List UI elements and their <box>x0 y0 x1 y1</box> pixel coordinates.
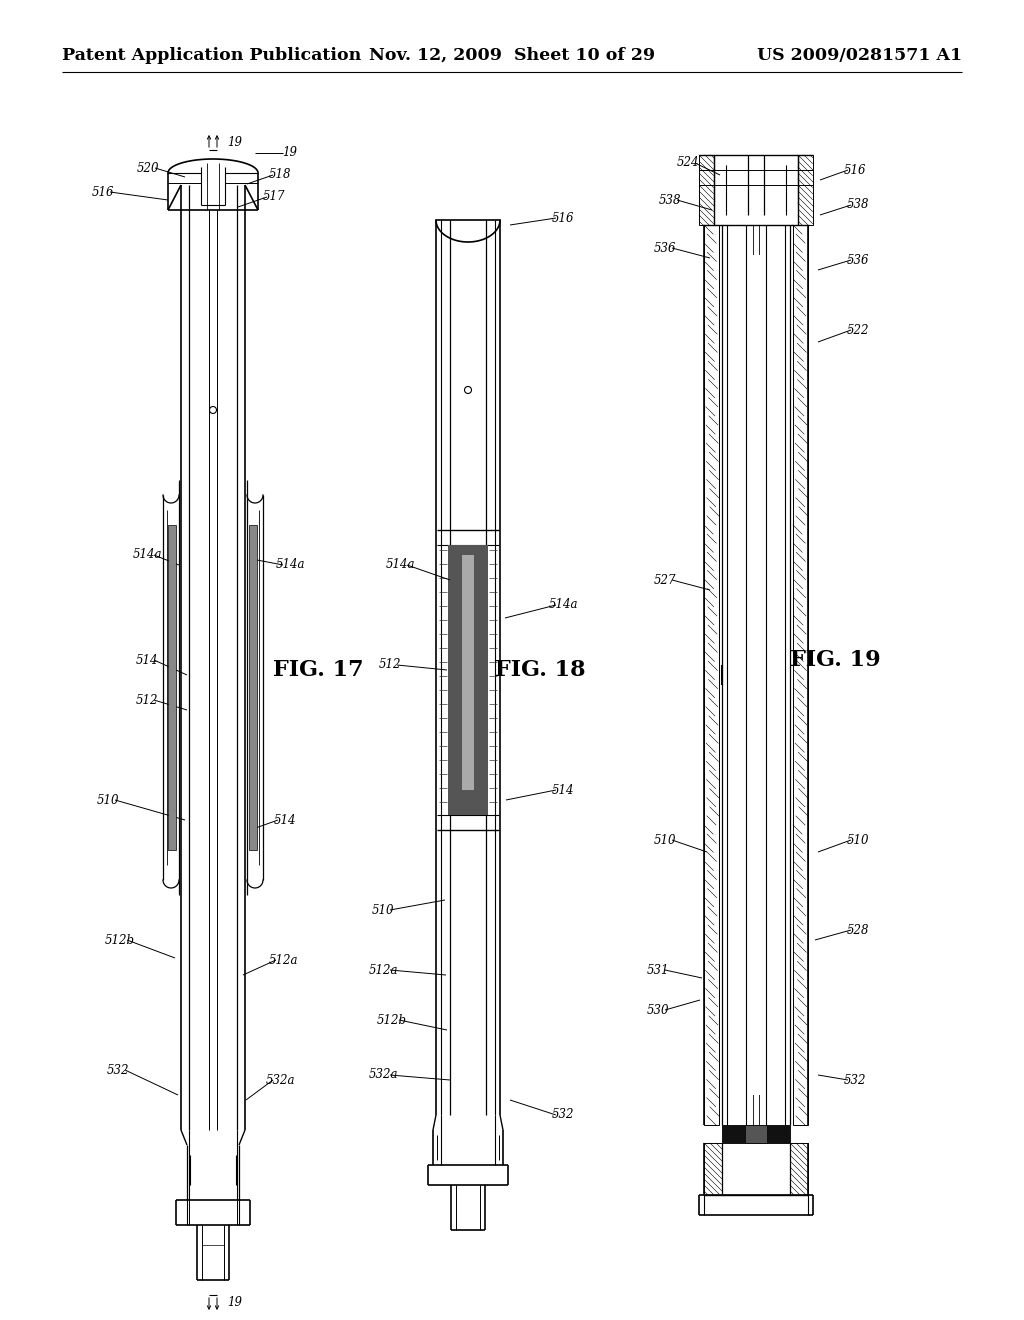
Bar <box>790 1143 808 1195</box>
Text: 514a: 514a <box>385 558 415 572</box>
Text: 532a: 532a <box>265 1073 295 1086</box>
Text: 512b: 512b <box>105 933 135 946</box>
Text: 528: 528 <box>847 924 869 936</box>
Text: 536: 536 <box>653 242 676 255</box>
Text: 516: 516 <box>552 211 574 224</box>
Bar <box>745 1125 767 1143</box>
Text: 514: 514 <box>136 653 159 667</box>
Text: 520: 520 <box>137 161 160 174</box>
Text: 512: 512 <box>136 693 159 706</box>
Text: Nov. 12, 2009  Sheet 10 of 29: Nov. 12, 2009 Sheet 10 of 29 <box>369 46 655 63</box>
Text: 517: 517 <box>263 190 286 203</box>
Text: FIG. 17: FIG. 17 <box>272 659 364 681</box>
Bar <box>793 224 808 1125</box>
Text: 19: 19 <box>227 136 243 149</box>
Text: 536: 536 <box>847 253 869 267</box>
Text: 510: 510 <box>847 833 869 846</box>
Text: US 2009/0281571 A1: US 2009/0281571 A1 <box>757 46 962 63</box>
Bar <box>168 525 176 850</box>
Bar <box>705 1143 722 1195</box>
Bar <box>449 545 488 814</box>
Text: 19: 19 <box>283 147 298 160</box>
Text: FIG. 19: FIG. 19 <box>790 649 881 671</box>
Text: 524: 524 <box>677 157 699 169</box>
Bar <box>705 224 719 1125</box>
Text: 514: 514 <box>273 813 296 826</box>
Text: 518: 518 <box>268 169 291 181</box>
Text: Patent Application Publication: Patent Application Publication <box>62 46 361 63</box>
Text: 530: 530 <box>647 1003 670 1016</box>
Bar <box>722 1125 790 1143</box>
Bar <box>748 255 764 1096</box>
Text: 516: 516 <box>844 164 866 177</box>
Text: 514a: 514a <box>548 598 578 611</box>
Text: FIG. 18: FIG. 18 <box>495 659 586 681</box>
Text: 512a: 512a <box>369 964 397 977</box>
Text: 514a: 514a <box>132 549 162 561</box>
Text: 514: 514 <box>552 784 574 796</box>
Text: 512b: 512b <box>377 1014 407 1027</box>
Text: 538: 538 <box>658 194 681 206</box>
Text: 510: 510 <box>372 903 394 916</box>
Text: 532: 532 <box>106 1064 129 1077</box>
Text: 532a: 532a <box>369 1068 397 1081</box>
Text: 532: 532 <box>552 1109 574 1122</box>
Text: 512a: 512a <box>268 953 298 966</box>
Text: 522: 522 <box>847 323 869 337</box>
Text: 510: 510 <box>96 793 119 807</box>
Text: 532: 532 <box>844 1073 866 1086</box>
Bar <box>798 154 813 224</box>
Text: 19: 19 <box>227 1296 243 1309</box>
Bar <box>699 154 714 224</box>
Text: 514a: 514a <box>275 558 305 572</box>
Text: 512: 512 <box>379 659 401 672</box>
Text: 516: 516 <box>92 186 115 198</box>
Text: 510: 510 <box>653 833 676 846</box>
Bar <box>462 554 474 789</box>
Text: 527: 527 <box>653 573 676 586</box>
Bar <box>249 525 257 850</box>
Text: 538: 538 <box>847 198 869 211</box>
Text: 531: 531 <box>647 964 670 977</box>
